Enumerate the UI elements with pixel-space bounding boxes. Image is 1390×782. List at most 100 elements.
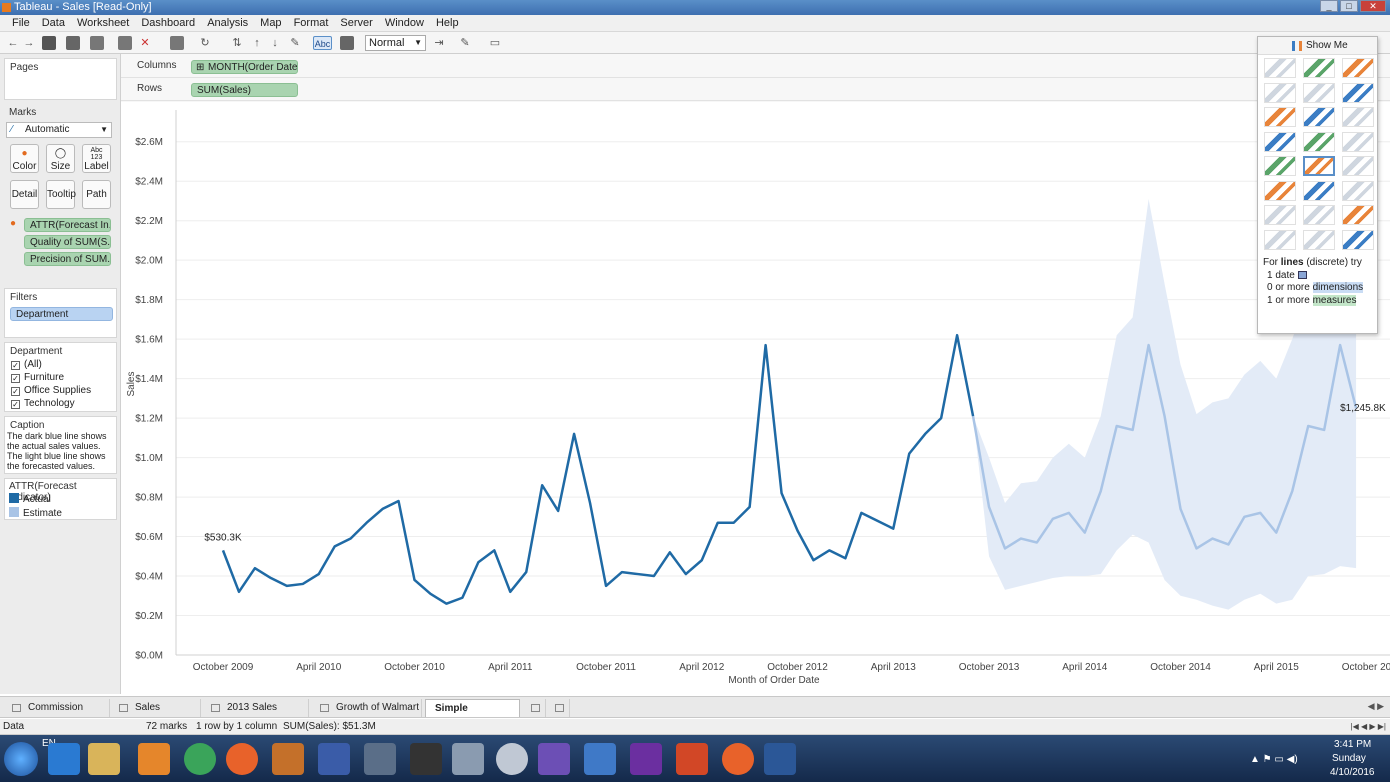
highlight-icon[interactable]: ✎ [290, 37, 300, 49]
show-me-chart-type-icon[interactable] [1303, 180, 1335, 201]
show-me-chart-type-icon[interactable] [1264, 58, 1296, 78]
rows-shelf[interactable]: Rows SUM(Sales) [121, 79, 1390, 101]
show-me-chart-type-icon[interactable] [1342, 107, 1374, 127]
new-data-source-icon[interactable] [66, 36, 80, 50]
refresh-icon[interactable]: ↻ [200, 37, 210, 49]
mark-type-select[interactable]: ⁄ Automatic ▼ [6, 122, 112, 138]
series-line-estimate[interactable] [971, 343, 1358, 550]
label-button[interactable]: Abc 123 Label [82, 144, 111, 173]
tableau-taskbar-icon[interactable] [584, 743, 616, 775]
new-dashboard-tab-button[interactable] [550, 699, 570, 717]
maximize-button[interactable]: □ [1340, 0, 1358, 12]
new-worksheet-tab-button[interactable] [526, 699, 546, 717]
show-me-chart-type-icon[interactable] [1264, 82, 1296, 103]
show-me-chart-type-icon[interactable] [1264, 229, 1296, 250]
new-worksheet-icon[interactable] [90, 36, 104, 50]
tab-commission-model[interactable]: Commission Model [4, 699, 110, 731]
app-icon-2[interactable] [318, 743, 350, 775]
columns-pill-month-order-date[interactable]: ⊞ MONTH(Order Date) [191, 60, 298, 74]
marks-pill-precision[interactable]: Precision of SUM.. [24, 252, 111, 266]
sort-descending-icon[interactable]: ↓ [272, 37, 278, 49]
tab-simple-forecasting[interactable]: Simple forecasting [425, 699, 520, 732]
checkbox-checked-icon[interactable]: ✓ [11, 361, 20, 370]
file-explorer-icon[interactable] [88, 743, 120, 775]
firefox-icon[interactable] [226, 743, 258, 775]
word-icon[interactable] [764, 743, 796, 775]
series-line-actual[interactable] [221, 333, 975, 605]
show-me-chart-type-icon[interactable] [1342, 156, 1374, 176]
show-me-chart-type-icon[interactable] [1342, 131, 1374, 152]
menu-worksheet[interactable]: Worksheet [76, 17, 130, 29]
pages-card[interactable]: Pages [4, 58, 117, 100]
duplicate-sheet-icon[interactable] [118, 36, 132, 50]
fit-icon[interactable] [340, 36, 354, 50]
show-me-chart-type-icon[interactable] [1264, 131, 1296, 152]
menu-map[interactable]: Map [260, 17, 282, 29]
app-icon-6[interactable] [496, 743, 528, 775]
forward-arrow-icon[interactable]: → [23, 37, 35, 49]
show-me-chart-type-icon[interactable] [1264, 107, 1296, 127]
show-me-chart-type-icon[interactable] [1303, 131, 1335, 152]
show-me-chart-type-icon[interactable] [1264, 156, 1296, 176]
tab-scroll-controls[interactable]: ◀ ▶ [1367, 701, 1384, 711]
internet-explorer-icon[interactable] [48, 743, 80, 775]
color-button[interactable]: ● Color [10, 144, 39, 173]
show-me-chart-type-icon[interactable] [1342, 229, 1374, 250]
minimize-button[interactable]: _ [1320, 0, 1338, 12]
show-me-chart-type-icon[interactable] [1303, 205, 1335, 225]
checkbox-checked-icon[interactable]: ✓ [11, 400, 20, 409]
close-button[interactable]: ✕ [1360, 0, 1386, 12]
show-labels-button[interactable]: Abc [313, 36, 332, 50]
show-me-chart-type-icon[interactable] [1303, 229, 1335, 250]
powerpoint-icon[interactable] [676, 743, 708, 775]
menu-help[interactable]: Help [435, 17, 459, 29]
format-pen-icon[interactable]: ✎ [460, 37, 470, 49]
department-option-technology[interactable]: ✓ Technology [11, 398, 75, 409]
show-me-chart-type-icon[interactable] [1342, 58, 1374, 78]
columns-shelf[interactable]: Columns ⊞ MONTH(Order Date) [121, 56, 1390, 78]
menu-window[interactable]: Window [384, 17, 424, 29]
show-me-chart-type-icon[interactable] [1264, 180, 1296, 201]
save-icon[interactable] [42, 36, 56, 50]
size-button[interactable]: ◯ Size [46, 144, 75, 173]
line-chart[interactable]: $0.0M $0.2M $0.4M $0.6M $0.8M $1.0M $1.2M $1.4M… [121, 102, 1390, 694]
tab-sales-forecast[interactable]: Sales Forecast [111, 699, 201, 731]
fit-select[interactable]: Normal ▼ [365, 35, 426, 51]
checkbox-checked-icon[interactable]: ✓ [11, 387, 20, 396]
firefox-icon-2[interactable] [722, 743, 754, 775]
department-option-office-supplies[interactable]: ✓ Office Supplies [11, 385, 92, 396]
visual-studio-icon-2[interactable] [630, 743, 662, 775]
legend-item-actual[interactable]: Actual [9, 493, 51, 506]
detail-button[interactable]: Detail [10, 180, 39, 209]
presentation-mode-icon[interactable]: ▭ [489, 37, 501, 49]
visual-studio-icon-1[interactable] [538, 743, 570, 775]
show-me-chart-type-icon[interactable] [1342, 180, 1374, 201]
legend-item-estimate[interactable]: Estimate [9, 507, 62, 520]
department-option-furniture[interactable]: ✓ Furniture [11, 372, 65, 383]
menu-analysis[interactable]: Analysis [207, 17, 249, 29]
filter-pill-department[interactable]: Department [10, 307, 113, 321]
forecast-confidence-band[interactable] [973, 171, 1357, 610]
chrome-icon[interactable] [184, 743, 216, 775]
marks-pill-forecast-indicator[interactable]: ATTR(Forecast In.. [24, 218, 111, 232]
menu-dashboard[interactable]: Dashboard [141, 17, 196, 29]
show-me-chart-type-icon[interactable] [1264, 205, 1296, 225]
marks-pill-quality[interactable]: Quality of SUM(S.. [24, 235, 111, 249]
menu-data[interactable]: Data [41, 17, 65, 29]
tab-growth-of-walmart[interactable]: Growth of Walmart [312, 699, 422, 717]
tooltip-button[interactable]: Tooltip [46, 180, 76, 209]
status-nav-arrows[interactable]: |◀ ◀ ▶ ▶| [1350, 722, 1386, 731]
menu-server[interactable]: Server [340, 17, 373, 29]
rows-pill-sum-sales[interactable]: SUM(Sales) [191, 83, 298, 97]
windows-start-button[interactable] [4, 742, 38, 776]
app-icon-1[interactable] [272, 743, 304, 775]
app-icon-4[interactable] [410, 743, 442, 775]
show-me-chart-type-icon[interactable] [1303, 107, 1335, 127]
show-me-chart-type-icon[interactable] [1342, 82, 1374, 103]
menu-file[interactable]: File [12, 17, 30, 29]
swap-icon[interactable]: ⇅ [232, 37, 242, 49]
app-icon-3[interactable] [364, 743, 396, 775]
clear-sheet-icon[interactable]: ✕ [140, 37, 150, 49]
fix-axes-icon[interactable]: ⇥ [434, 37, 444, 49]
checkbox-checked-icon[interactable]: ✓ [11, 374, 20, 383]
